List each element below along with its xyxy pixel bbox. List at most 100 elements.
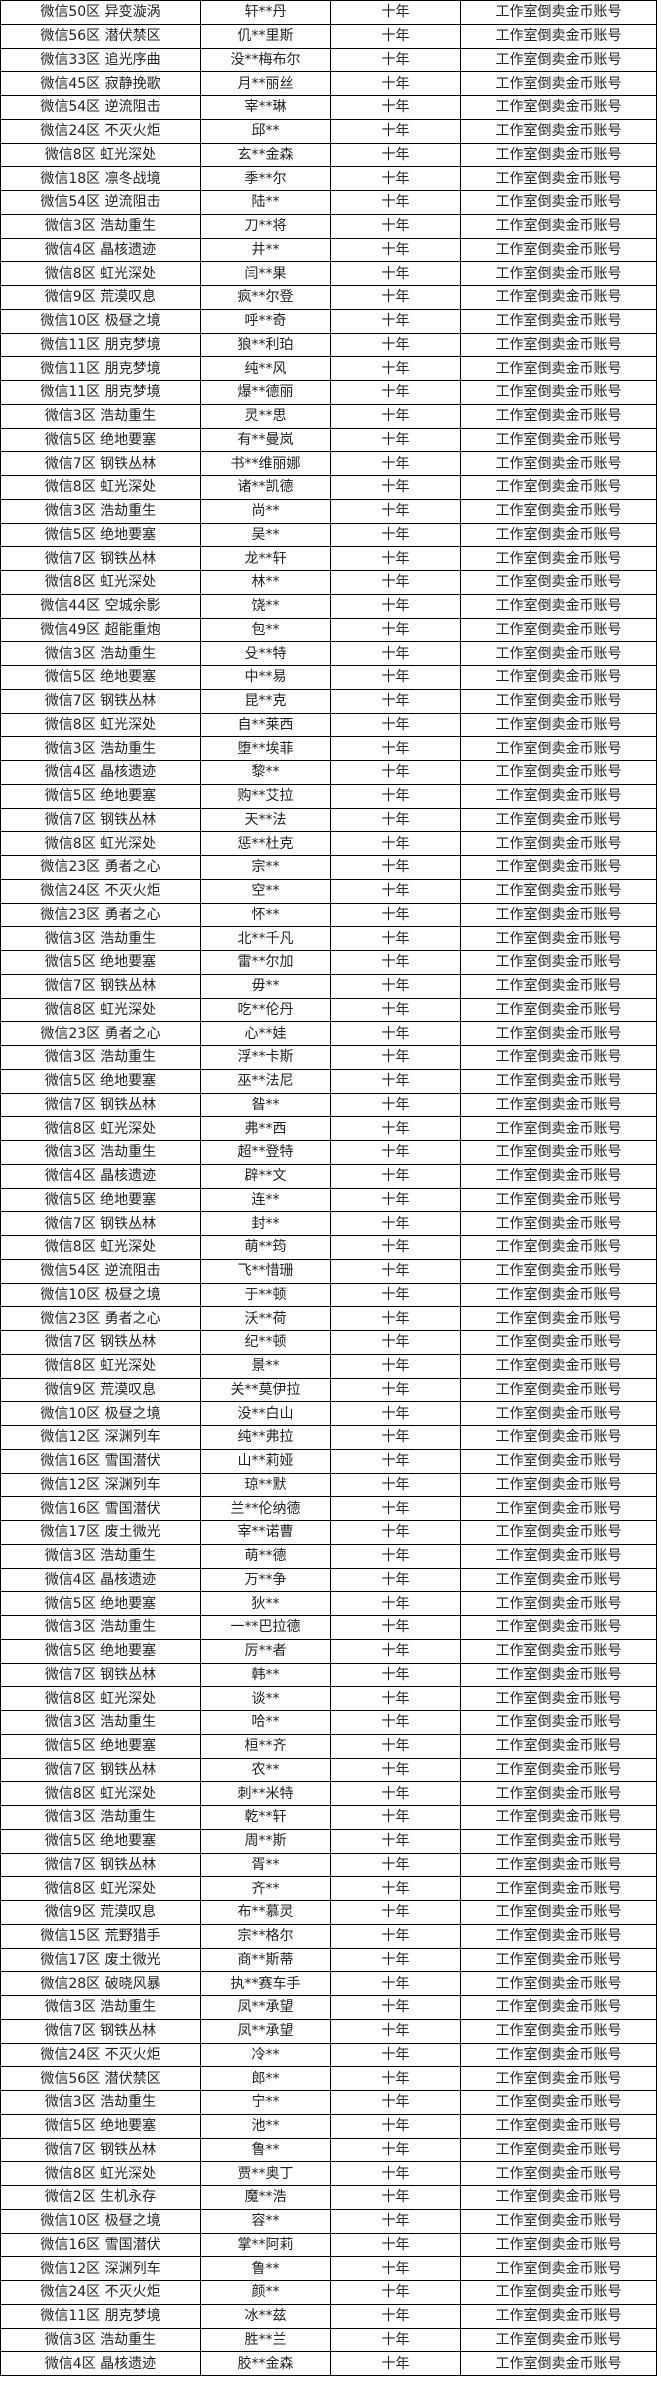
ban-duration-cell: 十年 [330, 617, 461, 643]
ban-duration-cell: 十年 [330, 2018, 461, 2044]
ban-reason-cell: 工作室倒卖金币账号 [460, 1638, 657, 1664]
ban-reason-cell: 工作室倒卖金币账号 [460, 973, 657, 999]
ban-duration-cell: 十年 [330, 47, 461, 73]
table-row: 微信23区 勇者之心 沃**荷 十年 工作室倒卖金币账号 [0, 1306, 657, 1331]
server-cell: 微信56区 潜伏禁区 [0, 2066, 201, 2091]
table-row: 微信11区 朋克梦境 爆**德丽 十年 工作室倒卖金币账号 [0, 380, 657, 405]
ban-duration-cell: 十年 [330, 2208, 461, 2234]
ban-reason-cell: 工作室倒卖金币账号 [460, 213, 657, 239]
ban-reason-cell: 工作室倒卖金币账号 [460, 285, 657, 310]
player-name-cell: 刀**将 [200, 213, 331, 239]
player-name-cell: 季**尔 [200, 166, 331, 191]
table-row: 微信7区 钢铁丛林 天**法 十年 工作室倒卖金币账号 [0, 807, 657, 833]
server-cell: 微信3区 浩劫重生 [0, 1995, 201, 2020]
ban-duration-cell: 十年 [330, 2303, 461, 2329]
server-cell: 微信7区 钢铁丛林 [0, 2137, 201, 2163]
server-cell: 微信8区 虹光深处 [0, 475, 201, 500]
ban-reason-cell: 工作室倒卖金币账号 [460, 1876, 657, 1901]
table-row: 微信7区 钢铁丛林 胥** 十年 工作室倒卖金币账号 [0, 1852, 657, 1878]
table-row: 微信7区 钢铁丛林 毋** 十年 工作室倒卖金币账号 [0, 973, 657, 999]
ban-reason-cell: 工作室倒卖金币账号 [460, 1116, 657, 1141]
ban-duration-cell: 十年 [330, 1900, 461, 1925]
ban-duration-cell: 十年 [330, 356, 461, 381]
ban-reason-cell: 工作室倒卖金币账号 [460, 1330, 657, 1355]
table-row: 微信16区 雪国潜伏 山**莉娅 十年 工作室倒卖金币账号 [0, 1448, 657, 1474]
table-row: 微信7区 钢铁丛林 昝** 十年 工作室倒卖金币账号 [0, 1092, 657, 1118]
ban-duration-cell: 十年 [330, 213, 461, 239]
table-row: 微信3区 浩劫重生 萌**德 十年 工作室倒卖金币账号 [0, 1543, 657, 1569]
player-name-cell: 龙**轩 [200, 546, 331, 571]
ban-duration-cell: 十年 [330, 1401, 461, 1426]
table-row: 微信3区 浩劫重生 刀**将 十年 工作室倒卖金币账号 [0, 213, 657, 239]
server-cell: 微信3区 浩劫重生 [0, 736, 201, 761]
ban-duration-cell: 十年 [330, 2351, 461, 2376]
ban-duration-cell: 十年 [330, 1971, 461, 1996]
player-name-cell: 自**莱西 [200, 712, 331, 738]
ban-duration-cell: 十年 [330, 2137, 461, 2163]
table-row: 微信2区 生机永存 魔**浩 十年 工作室倒卖金币账号 [0, 2185, 657, 2210]
ban-duration-cell: 十年 [330, 1306, 461, 1331]
table-row: 微信4区 晶核遗迹 井** 十年 工作室倒卖金币账号 [0, 237, 657, 263]
ban-reason-cell: 工作室倒卖金币账号 [460, 332, 657, 358]
server-cell: 微信50区 异变漩涡 [0, 0, 201, 25]
player-name-cell: 书**维丽娜 [200, 451, 331, 476]
player-name-cell: 容** [200, 2208, 331, 2234]
server-cell: 微信12区 深渊列车 [0, 1472, 201, 1498]
server-cell: 微信7区 钢铁丛林 [0, 1330, 201, 1355]
server-cell: 微信8区 虹光深处 [0, 1781, 201, 1806]
server-cell: 微信8区 虹光深处 [0, 1686, 201, 1711]
server-cell: 微信54区 逆流阻击 [0, 1258, 201, 1284]
ban-reason-cell: 工作室倒卖金币账号 [460, 2161, 657, 2186]
ban-reason-cell: 工作室倒卖金币账号 [460, 1995, 657, 2020]
table-row: 微信11区 朋克梦境 纯**风 十年 工作室倒卖金币账号 [0, 356, 657, 381]
ban-duration-cell: 十年 [330, 2042, 461, 2068]
table-row: 微信23区 勇者之心 宗** 十年 工作室倒卖金币账号 [0, 855, 657, 880]
player-name-cell: 萌**德 [200, 1543, 331, 1569]
ban-reason-cell: 工作室倒卖金币账号 [460, 1710, 657, 1735]
ban-duration-cell: 十年 [330, 1686, 461, 1711]
ban-reason-cell: 工作室倒卖金币账号 [460, 997, 657, 1023]
ban-duration-cell: 十年 [330, 261, 461, 286]
player-name-cell: 万**争 [200, 1567, 331, 1593]
player-name-cell: 弗**西 [200, 1116, 331, 1141]
table-row: 微信9区 荒漠叹息 布**慕灵 十年 工作室倒卖金币账号 [0, 1900, 657, 1925]
table-row: 微信3区 浩劫重生 北**千凡 十年 工作室倒卖金币账号 [0, 926, 657, 951]
table-row: 微信3区 浩劫重生 殳**特 十年 工作室倒卖金币账号 [0, 641, 657, 666]
ban-duration-cell: 十年 [330, 1068, 461, 1094]
table-row: 微信54区 逆流阻击 陆** 十年 工作室倒卖金币账号 [0, 190, 657, 215]
player-name-cell: 凤**承望 [200, 1995, 331, 2020]
ban-reason-cell: 工作室倒卖金币账号 [460, 1543, 657, 1569]
ban-duration-cell: 十年 [330, 807, 461, 833]
ban-duration-cell: 十年 [330, 237, 461, 263]
player-name-cell: 天**法 [200, 807, 331, 833]
server-cell: 微信12区 深渊列车 [0, 1425, 201, 1450]
ban-reason-cell: 工作室倒卖金币账号 [460, 498, 657, 524]
ban-reason-cell: 工作室倒卖金币账号 [460, 1805, 657, 1830]
ban-reason-cell: 工作室倒卖金币账号 [460, 522, 657, 548]
ban-reason-cell: 工作室倒卖金币账号 [460, 118, 657, 144]
server-cell: 微信7区 钢铁丛林 [0, 807, 201, 833]
ban-duration-cell: 十年 [330, 1876, 461, 1901]
ban-reason-cell: 工作室倒卖金币账号 [460, 641, 657, 666]
table-row: 微信15区 荒野猎手 宗**格尔 十年 工作室倒卖金币账号 [0, 1923, 657, 1949]
server-cell: 微信24区 不灭火炬 [0, 2280, 201, 2305]
ban-reason-cell: 工作室倒卖金币账号 [460, 2208, 657, 2234]
server-cell: 微信17区 废土微光 [0, 1520, 201, 1545]
player-name-cell: 狄** [200, 1591, 331, 1616]
ban-duration-cell: 十年 [330, 1710, 461, 1735]
ban-reason-cell: 工作室倒卖金币账号 [460, 1306, 657, 1331]
ban-duration-cell: 十年 [330, 712, 461, 738]
server-cell: 微信24区 不灭火炬 [0, 118, 201, 144]
table-row: 微信16区 雪国潜伏 掌**阿莉 十年 工作室倒卖金币账号 [0, 2232, 657, 2258]
ban-duration-cell: 十年 [330, 142, 461, 168]
ban-reason-cell: 工作室倒卖金币账号 [460, 902, 657, 928]
player-name-cell: 玄**金森 [200, 142, 331, 168]
table-row: 微信8区 虹光深处 玄**金森 十年 工作室倒卖金币账号 [0, 142, 657, 168]
player-name-cell: 昝** [200, 1092, 331, 1118]
server-cell: 微信5区 绝地要塞 [0, 1733, 201, 1759]
ban-duration-cell: 十年 [330, 95, 461, 120]
ban-reason-cell: 工作室倒卖金币账号 [460, 1187, 657, 1213]
table-row: 微信10区 极昼之境 呼**奇 十年 工作室倒卖金币账号 [0, 308, 657, 334]
table-row: 微信10区 极昼之境 容** 十年 工作室倒卖金币账号 [0, 2208, 657, 2234]
player-name-cell: 胜**兰 [200, 2327, 331, 2353]
